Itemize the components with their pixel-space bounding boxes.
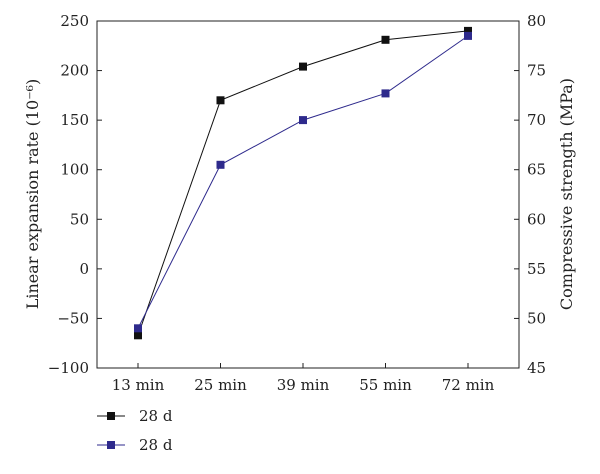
series-0-point-1 bbox=[216, 96, 225, 105]
left-tick-label-0: −100 bbox=[48, 359, 89, 377]
left-tick-label-4: 100 bbox=[60, 161, 89, 179]
legend-marker-0 bbox=[107, 412, 115, 420]
legend: 28 d 28 d bbox=[97, 407, 173, 454]
series-1-point-0 bbox=[134, 324, 142, 333]
right-tick-label-2: 55 bbox=[527, 260, 546, 278]
left-tick-label-1: −50 bbox=[57, 309, 89, 327]
left-axis: −100 −50 0 50 100 150 200 250 bbox=[48, 12, 102, 377]
plot-frame bbox=[96, 20, 520, 369]
series-1-point-1 bbox=[216, 160, 225, 169]
left-tick-label-6: 200 bbox=[60, 62, 89, 80]
left-axis-title: Linear expansion rate (10⁻⁶) bbox=[23, 79, 42, 310]
right-tick-label-4: 65 bbox=[527, 161, 546, 179]
series-0-point-0 bbox=[134, 331, 142, 340]
left-tick-label-3: 50 bbox=[70, 210, 89, 228]
legend-label-1: 28 d bbox=[139, 436, 173, 454]
right-tick-label-3: 60 bbox=[527, 210, 546, 228]
series-1-point-4 bbox=[464, 31, 472, 40]
right-tick-label-0: 45 bbox=[527, 359, 546, 377]
left-tick-label-2: 0 bbox=[79, 260, 89, 278]
left-tick-label-5: 150 bbox=[60, 111, 89, 129]
x-axis: 13 min 25 min 39 min 55 min 72 min bbox=[112, 363, 495, 394]
right-axis-title: Compressive strength (MPa) bbox=[557, 78, 576, 310]
right-tick-label-5: 70 bbox=[527, 111, 546, 129]
series-layer bbox=[134, 26, 472, 340]
left-tick-label-7: 250 bbox=[60, 12, 89, 30]
right-tick-label-6: 75 bbox=[527, 62, 546, 80]
series-1-point-2 bbox=[299, 116, 307, 125]
x-tick-label-1: 25 min bbox=[194, 376, 247, 394]
legend-item-1: 28 d bbox=[97, 436, 173, 454]
series-1-line bbox=[137, 35, 469, 329]
series-0-point-2 bbox=[299, 62, 307, 71]
series-0-line bbox=[137, 30, 469, 336]
series-0-point-4 bbox=[464, 26, 472, 35]
legend-item-0: 28 d bbox=[97, 407, 173, 425]
series-1-point-3 bbox=[381, 89, 390, 98]
series-0-point-3 bbox=[381, 35, 390, 44]
x-tick-label-2: 39 min bbox=[277, 376, 330, 394]
x-tick-label-0: 13 min bbox=[112, 376, 165, 394]
x-tick-label-3: 55 min bbox=[359, 376, 412, 394]
legend-label-0: 28 d bbox=[139, 407, 173, 425]
right-axis: 45 50 55 60 65 70 75 80 bbox=[514, 12, 546, 377]
right-tick-label-7: 80 bbox=[527, 12, 546, 30]
legend-marker-1 bbox=[107, 441, 115, 449]
right-tick-label-1: 50 bbox=[527, 309, 546, 327]
x-tick-label-4: 72 min bbox=[442, 376, 495, 394]
